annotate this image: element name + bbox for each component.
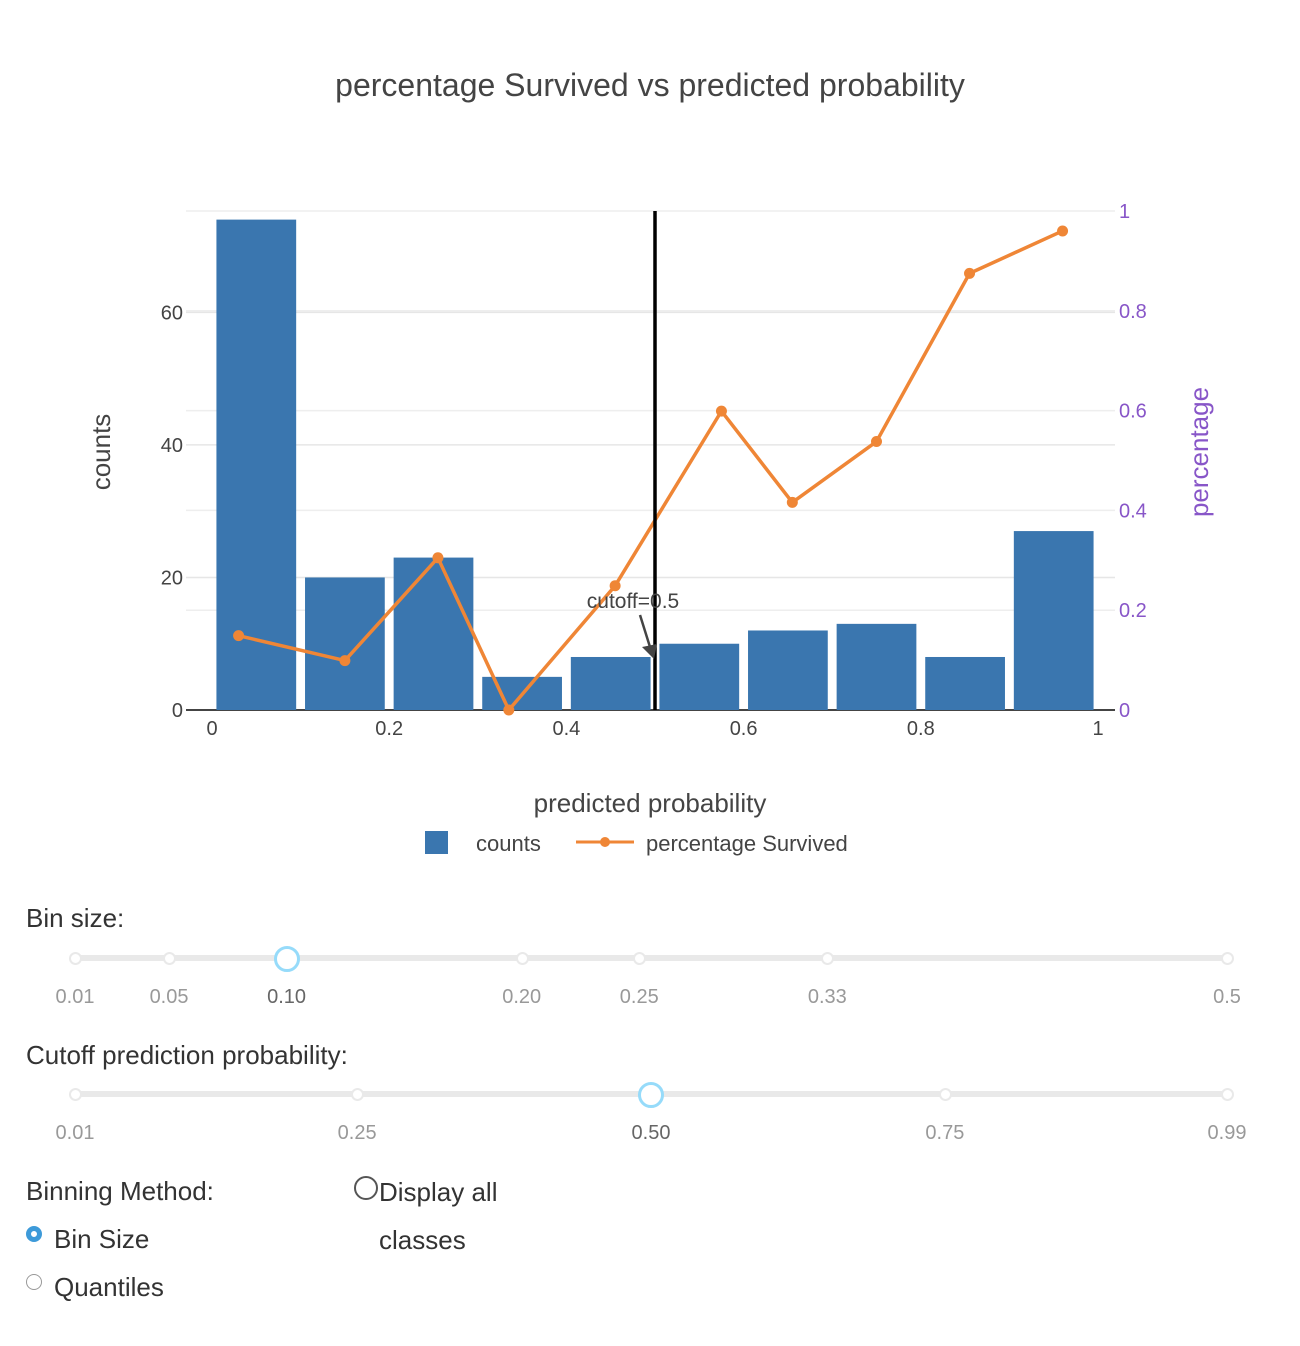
display-all-classes-label: Display all classes [379, 1177, 498, 1255]
bar-8 [925, 656, 1005, 710]
binning-method-label: Binning Method: [26, 1176, 214, 1206]
bin-size-slider-mark-4[interactable]: 0.25 [619, 986, 659, 1008]
bin-size-slider-dot-0[interactable] [69, 952, 82, 965]
legend-label-counts: counts [476, 831, 541, 856]
bin-size-slider-mark-6[interactable]: 0.5 [1213, 986, 1241, 1008]
display-all-classes-checkbox[interactable] [354, 1176, 378, 1200]
line-point-4 [609, 580, 621, 592]
bin-size-slider-handle[interactable] [273, 946, 300, 972]
cutoff-slider-mark-1[interactable]: 0.25 [337, 1122, 377, 1144]
cutoff-annotation: cutoff=0.5 [587, 590, 679, 659]
cutoff-slider-mark-4[interactable]: 0.99 [1207, 1122, 1247, 1144]
bars [216, 219, 1094, 710]
cutoff-slider-mark-2[interactable]: 0.50 [631, 1122, 671, 1144]
bin-size-label: Bin size: [26, 903, 125, 933]
bin-size-slider[interactable]: 0.01 0.05 0.10 0.20 0.25 0.33 0.5 [56, 938, 1241, 1008]
y2-tick-label-3: 0.6 [1119, 401, 1147, 423]
radio-quantiles[interactable]: Quantiles [26, 1272, 164, 1303]
radio-quantiles-label: Quantiles [54, 1272, 164, 1302]
line-point-5 [715, 405, 727, 417]
x-tick-label-2: 0.4 [552, 718, 580, 740]
x-tick-label-3: 0.6 [730, 718, 758, 740]
legend-swatch-marker [600, 837, 610, 847]
bar-7 [836, 623, 917, 710]
y2-axis-title: percentage [1184, 387, 1214, 517]
y2-tick-labels: 0 0.2 0.4 0.6 0.8 1 [1119, 201, 1147, 722]
bar-9 [1013, 531, 1094, 710]
x-tick-label-5: 1 [1092, 718, 1103, 740]
x-tick-label-4: 0.8 [907, 718, 935, 740]
line-point-2 [432, 552, 444, 564]
radio-quantiles-circle[interactable] [26, 1273, 42, 1290]
y-tick-label-1: 20 [161, 567, 183, 589]
x-tick-label-1: 0.2 [375, 718, 403, 740]
bin-size-slider-dot-5[interactable] [821, 952, 835, 965]
y-axis-title: counts [86, 414, 116, 491]
bar-0 [216, 219, 297, 710]
y-tick-label-2: 40 [161, 435, 183, 457]
y2-tick-label-0: 0 [1119, 700, 1130, 722]
bin-size-slider-mark-0[interactable]: 0.01 [55, 986, 95, 1008]
cutoff-slider-mark-0[interactable]: 0.01 [55, 1122, 95, 1144]
bin-size-slider-dot-1[interactable] [163, 952, 177, 965]
cutoff-slider-dot-4[interactable] [1221, 1088, 1234, 1101]
y-tick-labels: 0 20 40 60 [161, 302, 183, 722]
bin-size-slider-dot-6[interactable] [1221, 952, 1234, 965]
radio-bin-size-circle[interactable] [26, 1225, 42, 1242]
line-point-0 [233, 630, 245, 642]
legend[interactable]: counts percentage Survived [425, 831, 848, 856]
radio-bin-size[interactable]: Bin Size [26, 1224, 149, 1255]
line-path [238, 229, 1064, 712]
bar-6 [748, 630, 828, 710]
chart-title: percentage Survived vs predicted probabi… [335, 67, 965, 103]
line-point-3 [503, 704, 515, 716]
y2-tick-label-5: 1 [1119, 201, 1130, 223]
cutoff-slider-dot-0[interactable] [69, 1088, 82, 1101]
x-axis-title: predicted probability [534, 788, 767, 818]
cutoff-slider-mark-3[interactable]: 0.75 [925, 1122, 965, 1144]
y2-tick-label-2: 0.4 [1119, 500, 1147, 522]
bin-size-slider-rail[interactable] [75, 955, 1227, 961]
legend-label-percentage-survived: percentage Survived [646, 831, 848, 856]
bar-4 [570, 656, 651, 710]
y2-tick-label-4: 0.8 [1119, 301, 1147, 323]
bin-size-slider-mark-3[interactable]: 0.20 [502, 986, 542, 1008]
bar-2 [393, 557, 474, 710]
line-point-8 [964, 267, 976, 279]
x-tick-labels: 0 0.2 0.4 0.6 0.8 1 [206, 718, 1103, 740]
cutoff-slider-handle[interactable] [638, 1082, 664, 1108]
cutoff-label: Cutoff prediction probability: [26, 1040, 348, 1070]
line-point-7 [871, 436, 882, 448]
bar-1 [305, 577, 385, 710]
chart: percentage Survived vs predicted probabi… [86, 67, 1214, 856]
bin-size-slider-dot-4[interactable] [633, 952, 647, 965]
y2-tick-label-1: 0.2 [1119, 600, 1147, 622]
line-point-1 [339, 655, 351, 667]
cutoff-slider-dot-3[interactable] [938, 1088, 952, 1101]
y-tick-label-3: 60 [161, 302, 183, 324]
bin-size-slider-mark-1[interactable]: 0.05 [149, 986, 189, 1008]
cutoff-slider-dot-1[interactable] [351, 1088, 365, 1101]
bin-size-slider-mark-2[interactable]: 0.10 [267, 986, 307, 1008]
cutoff-slider[interactable]: 0.01 0.25 0.50 0.75 0.99 [56, 1074, 1246, 1144]
x-tick-label-0: 0 [206, 718, 217, 740]
radio-bin-size-label: Bin Size [54, 1224, 150, 1254]
line-series [233, 225, 1069, 716]
line-point-6 [786, 496, 798, 508]
cutoff-annotation-text: cutoff=0.5 [587, 590, 679, 613]
cutoff-annotation-arrowhead [642, 643, 657, 659]
cutoff-annotation-arrow [638, 614, 652, 648]
bin-size-slider-dot-3[interactable] [515, 952, 529, 965]
bin-size-slider-mark-5[interactable]: 0.33 [807, 986, 847, 1008]
line-point-9 [1057, 225, 1069, 237]
bar-5 [659, 643, 740, 710]
y-tick-label-0: 0 [172, 700, 183, 722]
legend-swatch-counts [425, 831, 448, 854]
